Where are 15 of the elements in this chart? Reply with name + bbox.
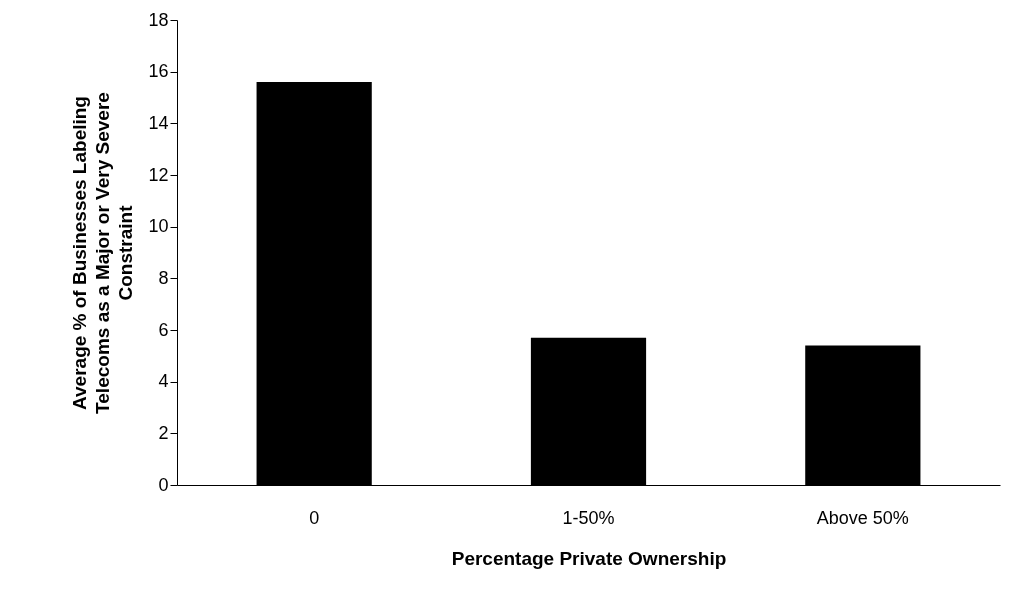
y-tick-label: 12 (148, 164, 169, 185)
y-tick-label: 14 (148, 112, 169, 133)
y-tick-label: 16 (148, 61, 169, 82)
y-axis-title: Average % of Businesses Labeling Telecoms as a Major or Very Severe Constraint (69, 92, 137, 414)
x-tick-label: 1-50% (562, 507, 615, 528)
y-tick-label: 8 (158, 267, 169, 288)
x-tick-label: 0 (309, 507, 320, 528)
x-axis-title: Percentage Private Ownership (451, 547, 727, 569)
y-tick-label: 6 (158, 319, 169, 340)
y-tick-label: 2 (158, 422, 169, 443)
y-tick-label: 0 (158, 474, 169, 495)
y-tick-label: 4 (158, 371, 169, 392)
y-tick-label: 10 (148, 216, 169, 237)
y-tick-label: 18 (148, 9, 169, 30)
x-tick-label: Above 50% (816, 507, 909, 528)
